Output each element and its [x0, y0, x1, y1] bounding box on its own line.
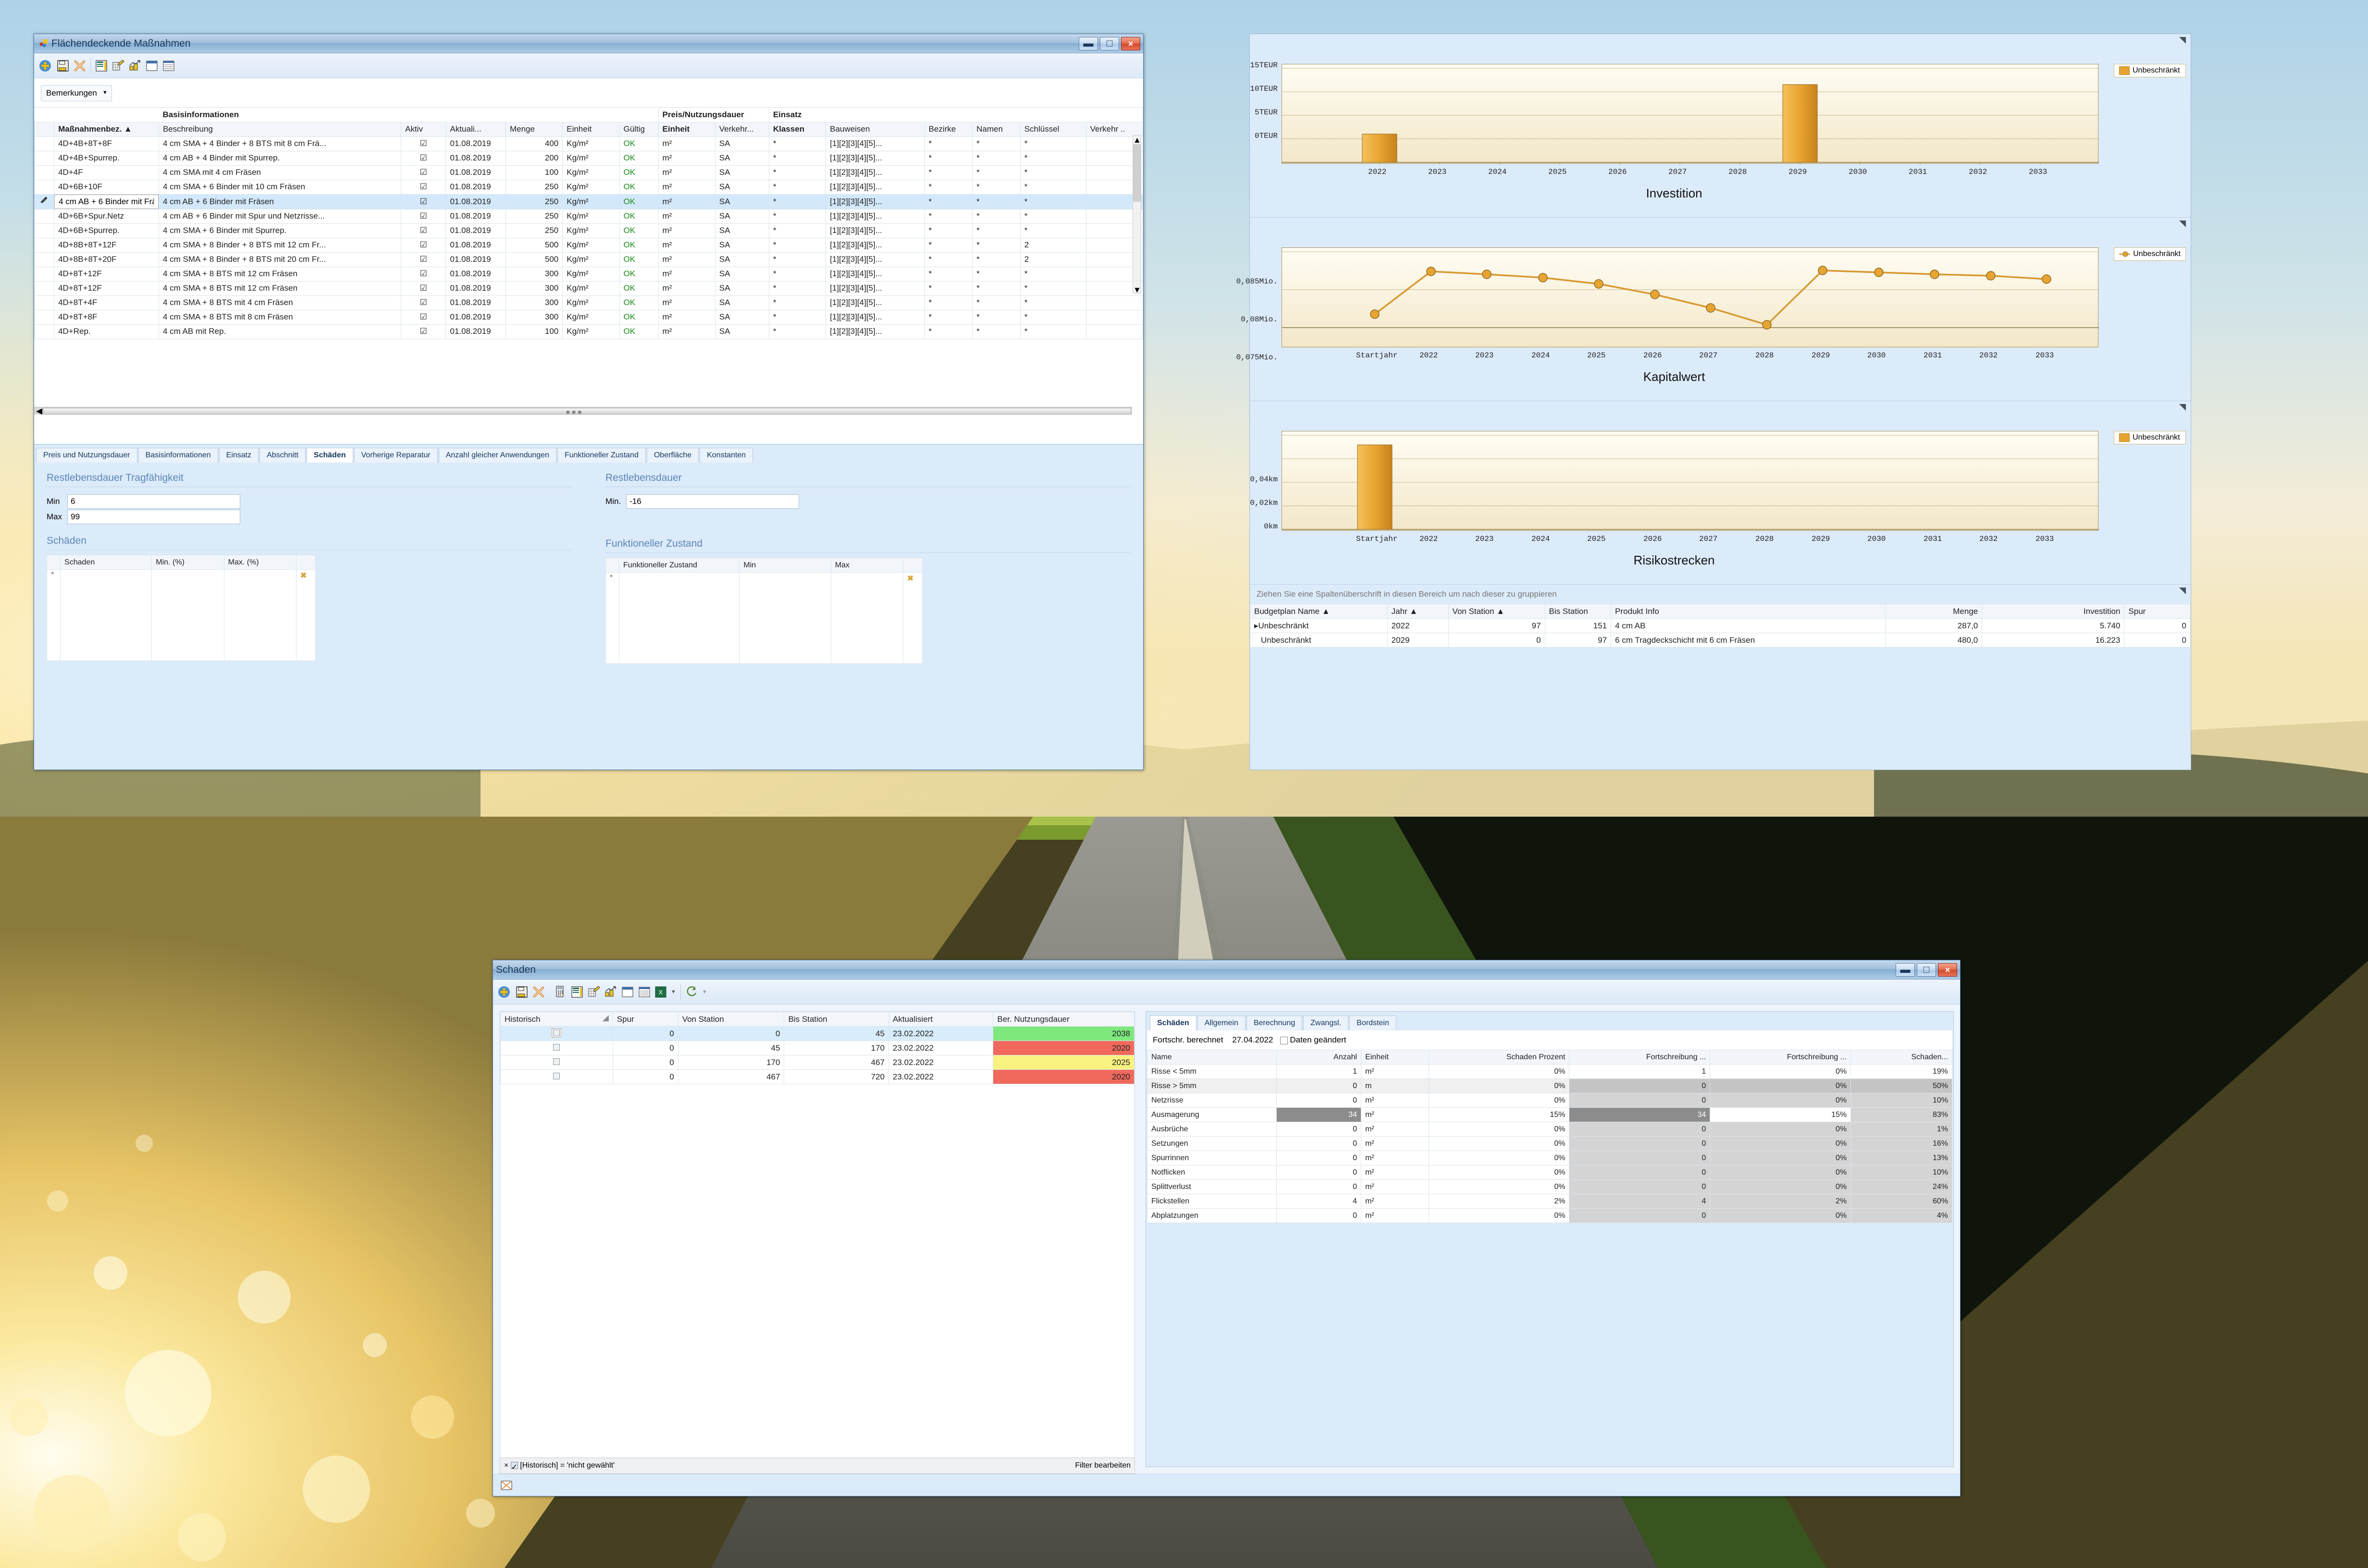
- svg-text:X: X: [659, 989, 663, 996]
